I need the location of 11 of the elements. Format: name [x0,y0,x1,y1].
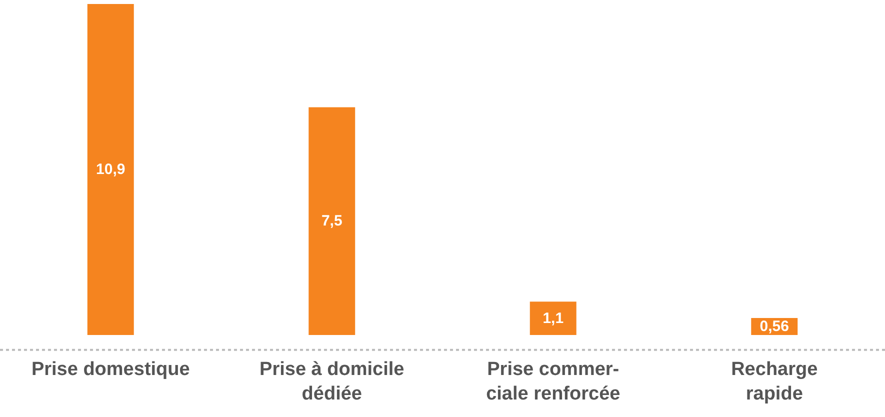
data-label: 0,56 [760,318,789,335]
x-tick-label: Prise domestique [31,359,190,380]
x-tick-label: Recharge rapide [731,359,818,405]
x-tick-label: Prise à domicile dédiée [260,359,404,405]
data-label: 10,9 [96,161,126,178]
bar [87,4,134,335]
x-tick-label: Prise commer- ciale renforcée [486,359,620,405]
bar [530,302,576,335]
data-label: 7,5 [321,212,342,230]
bar [308,107,356,335]
data-label: 1,1 [542,310,564,327]
